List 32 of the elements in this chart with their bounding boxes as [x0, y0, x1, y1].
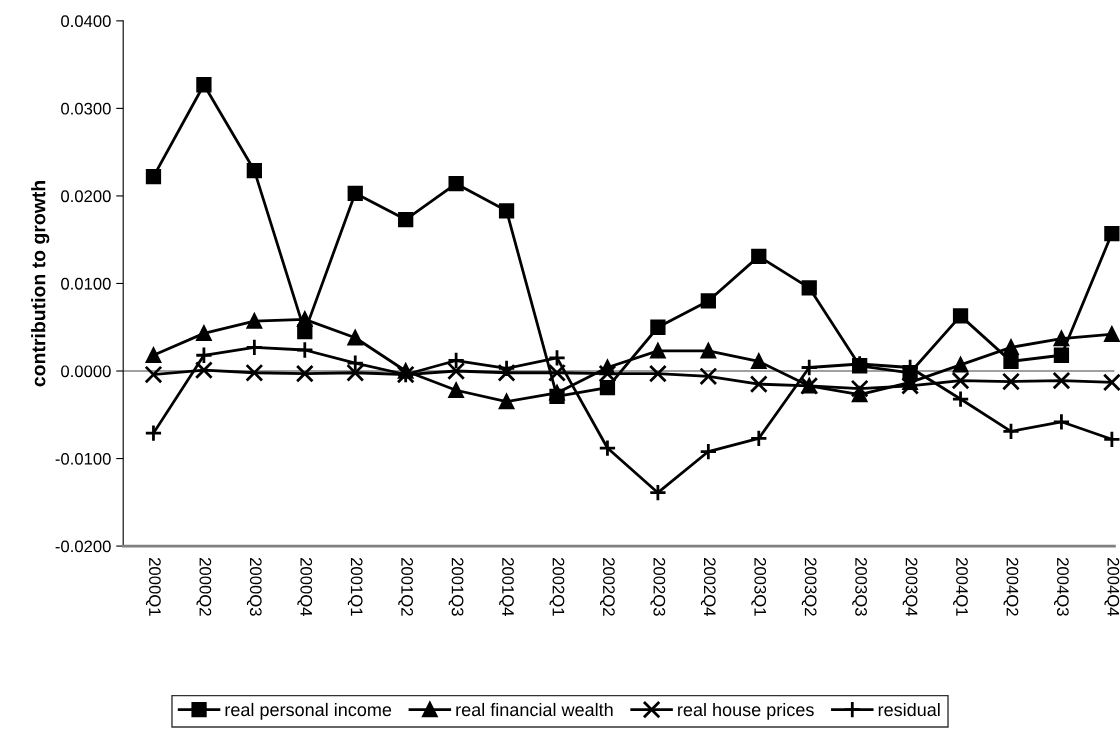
x-tick-label: 2003Q4 — [902, 558, 918, 617]
x-tick-label: 2000Q4 — [297, 558, 313, 617]
x-tick-label: 2001Q4 — [499, 558, 514, 617]
legend-label: real financial wealth — [456, 702, 613, 717]
x-tick-label: 2002Q2 — [599, 558, 615, 616]
x-tick-label: 2003Q1 — [751, 558, 767, 616]
x-tick-label: 2004Q3 — [1053, 558, 1069, 616]
x-tick-label: 2004Q2 — [1003, 558, 1019, 616]
x-tick-label: 2001Q1 — [347, 558, 363, 616]
x-tick-label: 2001Q2 — [398, 558, 414, 616]
x-tick-label: 2001Q3 — [448, 558, 464, 616]
y-tick-label: -0.0200 — [55, 540, 111, 553]
y-tick-label: 0.0100 — [61, 277, 111, 290]
x-tick-label: 2000Q2 — [196, 558, 212, 616]
y-tick-label: 0.0400 — [61, 15, 111, 28]
legend-label: real house prices — [678, 702, 814, 720]
x-tick-label: 2000Q1 — [146, 558, 161, 616]
x-tick-label: 2003Q2 — [801, 558, 817, 616]
y-tick-label: 0.0000 — [61, 365, 111, 378]
x-tick-label: 2003Q3 — [852, 558, 867, 616]
legend-label: residual — [878, 702, 940, 717]
x-tick-label: 2004Q4 — [1104, 558, 1120, 617]
x-tick-label: 2002Q4 — [700, 558, 716, 617]
y-tick-label: -0.0100 — [55, 452, 111, 465]
legend-label: real personal income — [225, 702, 392, 720]
x-tick-label: 2004Q1 — [953, 558, 968, 616]
y-axis-title: contribution to growth — [31, 180, 50, 387]
y-tick-label: 0.0300 — [61, 102, 111, 115]
x-tick-label: 2002Q3 — [650, 558, 666, 616]
y-tick-label: 0.0200 — [61, 190, 111, 203]
x-tick-label: 2000Q3 — [246, 558, 262, 616]
x-tick-label: 2002Q1 — [549, 558, 565, 616]
